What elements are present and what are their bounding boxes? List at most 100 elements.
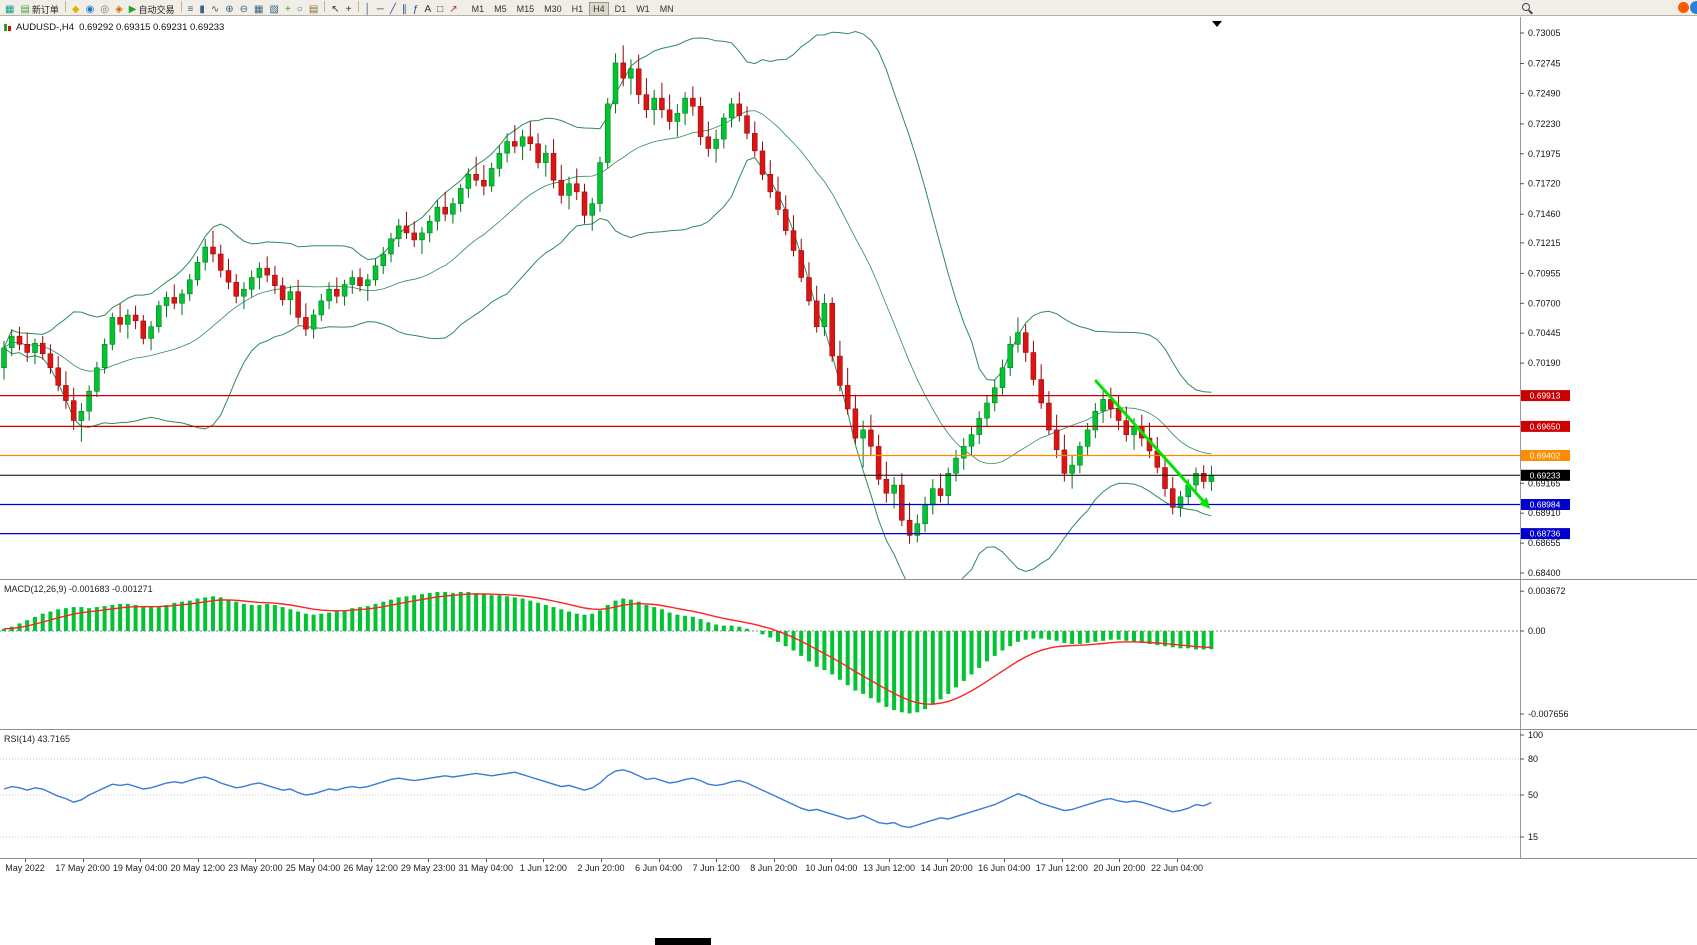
time-tick <box>1004 859 1006 862</box>
price-chart[interactable]: 0.69913 0.69650 0.69402 0.68984 0.68736 0.692… <box>0 17 1697 579</box>
time-label: 22 Jun 04:00 <box>1150 863 1204 873</box>
rsi-chart[interactable]: 100 80 50 15 <box>0 730 1697 858</box>
crosshair-button[interactable]: + <box>344 3 354 17</box>
line-chart-button[interactable]: ∿ <box>209 3 221 17</box>
timeframe-m30-button[interactable]: M30 <box>544 3 562 14</box>
navigator-icon: ◈ <box>115 3 123 15</box>
rsi-panel[interactable]: 100 80 50 15 RSI(14) 43.7165 <box>0 729 1697 858</box>
symbol-timeframe-label: AUDUSD-,H4 <box>16 22 75 33</box>
svg-text:0.69402: 0.69402 <box>1530 451 1561 461</box>
timeframe-h4-button[interactable]: H4 <box>589 1 609 16</box>
time-label: 25 May 04:00 <box>285 863 341 873</box>
autotrade-button[interactable]: ▶ 自动交易 <box>127 3 177 17</box>
svg-text:-0.007656: -0.007656 <box>1528 709 1569 719</box>
market-watch-button[interactable]: ◉ <box>84 3 97 17</box>
tile-windows-button[interactable]: ▦ <box>252 3 265 17</box>
svg-text:0.69650: 0.69650 <box>1530 421 1561 431</box>
time-label: 20 May 12:00 <box>170 863 226 873</box>
cursor-button[interactable]: ↖ <box>329 3 341 17</box>
notification-icon[interactable] <box>1678 2 1689 13</box>
svg-text:0.71975: 0.71975 <box>1528 149 1561 159</box>
time-label: 14 Jun 20:00 <box>920 863 973 873</box>
timeframe-m5-button[interactable]: M5 <box>494 3 507 14</box>
data-window-button[interactable]: ◎ <box>98 3 111 17</box>
vertical-line-button[interactable]: │ <box>363 3 373 17</box>
periods-icon: ○ <box>296 3 303 15</box>
svg-text:0.73005: 0.73005 <box>1528 28 1561 38</box>
label-button[interactable]: □ <box>435 3 445 17</box>
toolbar: ▦ ▤ 新订单 ◆ ◉ ◎ ◈ ▶ 自动交易 ≡ ▮ ∿ ⊕ ⊖ ▦ ▧ + ○ ▤ ↖ + │ ─ ╱ ∥ ƒ A □ ↗ M1 M5 M… <box>0 0 1697 16</box>
time-tick <box>1061 859 1063 862</box>
time-label: 19 May 04:00 <box>112 863 168 873</box>
cursor-icon: ↖ <box>331 3 340 15</box>
horizontal-line-button[interactable]: ─ <box>375 3 386 17</box>
svg-text:0.68400: 0.68400 <box>1528 568 1561 578</box>
svg-text:100: 100 <box>1528 730 1543 740</box>
time-tick <box>601 859 602 862</box>
time-tick <box>197 859 199 862</box>
channel-icon: ∥ <box>401 3 407 15</box>
timeframe-w1-button[interactable]: W1 <box>636 3 650 14</box>
svg-text:0.72490: 0.72490 <box>1528 88 1561 98</box>
new-chart-button[interactable]: ▦ <box>3 3 16 17</box>
chart-window: 0.69913 0.69650 0.69402 0.68984 0.68736 0.692… <box>0 17 1697 945</box>
bar-chart-button[interactable]: ≡ <box>186 3 196 17</box>
rsi-label: RSI(14) 43.7165 <box>4 734 71 744</box>
add-indicator-button[interactable]: + <box>283 3 293 17</box>
toolbar-icon-groups: ▦ ▤ 新订单 ◆ ◉ ◎ ◈ ▶ 自动交易 ≡ ▮ ∿ ⊕ ⊖ ▦ ▧ + ○ ▤ ↖ + │ ─ ╱ ∥ ƒ A □ ↗ <box>2 0 461 17</box>
arrange-windows-button[interactable]: ▧ <box>268 3 281 17</box>
new-order-button-label: 新订单 <box>31 5 59 15</box>
time-label: 17 May 20:00 <box>55 863 110 873</box>
svg-text:80: 80 <box>1528 754 1538 764</box>
time-tick <box>313 859 314 862</box>
rsi-line <box>3 769 1212 829</box>
time-axis[interactable]: May 2022 17 May 20:00 19 May 04:00 20 May 1… <box>0 858 1697 876</box>
time-tick <box>543 859 545 862</box>
horizontal-levels[interactable]: 0.69913 0.69650 0.69402 0.68984 0.68736 0.692… <box>0 390 1570 540</box>
timeframe-mn-button[interactable]: MN <box>659 3 674 14</box>
macd-panel[interactable]: 0.003672 0.00 -0.007656 MACD(12,26,9) -0.0… <box>0 579 1697 729</box>
templates-button[interactable]: ▤ <box>307 3 320 17</box>
timeframe-m1-button[interactable]: M1 <box>471 3 485 14</box>
svg-text:0.68655: 0.68655 <box>1528 538 1561 548</box>
time-label: 16 Jun 04:00 <box>978 863 1031 873</box>
macd-signal-line <box>3 593 1212 705</box>
data-window-icon: ◎ <box>100 3 110 15</box>
macd-chart[interactable]: 0.003672 0.00 -0.007656 <box>0 580 1697 729</box>
label-icon: □ <box>437 3 444 15</box>
time-label: 20 Jun 20:00 <box>1093 863 1146 873</box>
time-label: 31 May 04:00 <box>458 863 514 873</box>
fibonacci-icon: ƒ <box>412 3 419 15</box>
trendline-button[interactable]: ╱ <box>388 3 398 17</box>
arrows-button[interactable]: ↗ <box>447 3 459 17</box>
timeframe-m15-button[interactable]: M15 <box>516 3 535 14</box>
periods-button[interactable]: ○ <box>295 3 305 17</box>
autotrade-button-label: 自动交易 <box>138 5 175 15</box>
text-button[interactable]: A <box>422 3 433 17</box>
new-order-button[interactable]: ▤ 新订单 <box>18 3 60 17</box>
time-tick <box>25 859 26 862</box>
navigator-button[interactable]: ◈ <box>113 3 125 17</box>
svg-text:0.70190: 0.70190 <box>1528 358 1561 368</box>
autotrade-icon: ▶ <box>128 3 137 15</box>
price-panel[interactable]: 0.69913 0.69650 0.69402 0.68984 0.68736 0.692… <box>0 17 1697 579</box>
candlestick-chart-button[interactable]: ▮ <box>197 3 207 17</box>
trend-arrow[interactable] <box>1094 379 1211 509</box>
timeframe-h1-button[interactable]: H1 <box>571 3 584 14</box>
time-tick <box>773 859 775 862</box>
svg-text:0.68736: 0.68736 <box>1530 529 1561 539</box>
time-tick <box>428 859 430 862</box>
svg-text:0.68984: 0.68984 <box>1530 500 1561 510</box>
toolbar-separator <box>357 0 359 12</box>
favorites-button[interactable]: ◆ <box>70 3 82 17</box>
zoom-in-icon: ⊕ <box>225 3 234 15</box>
svg-text:0.00: 0.00 <box>1528 626 1546 636</box>
channel-button[interactable]: ∥ <box>400 3 409 17</box>
timeframe-d1-button[interactable]: D1 <box>614 3 627 14</box>
fibonacci-button[interactable]: ƒ <box>411 3 421 17</box>
zoom-out-button[interactable]: ⊖ <box>238 3 250 17</box>
search-icon[interactable] <box>1522 3 1533 14</box>
zoom-in-button[interactable]: ⊕ <box>223 3 235 17</box>
crosshair-icon: + <box>345 3 352 15</box>
macd-label: MACD(12,26,9) -0.001683 -0.001271 <box>4 584 153 594</box>
